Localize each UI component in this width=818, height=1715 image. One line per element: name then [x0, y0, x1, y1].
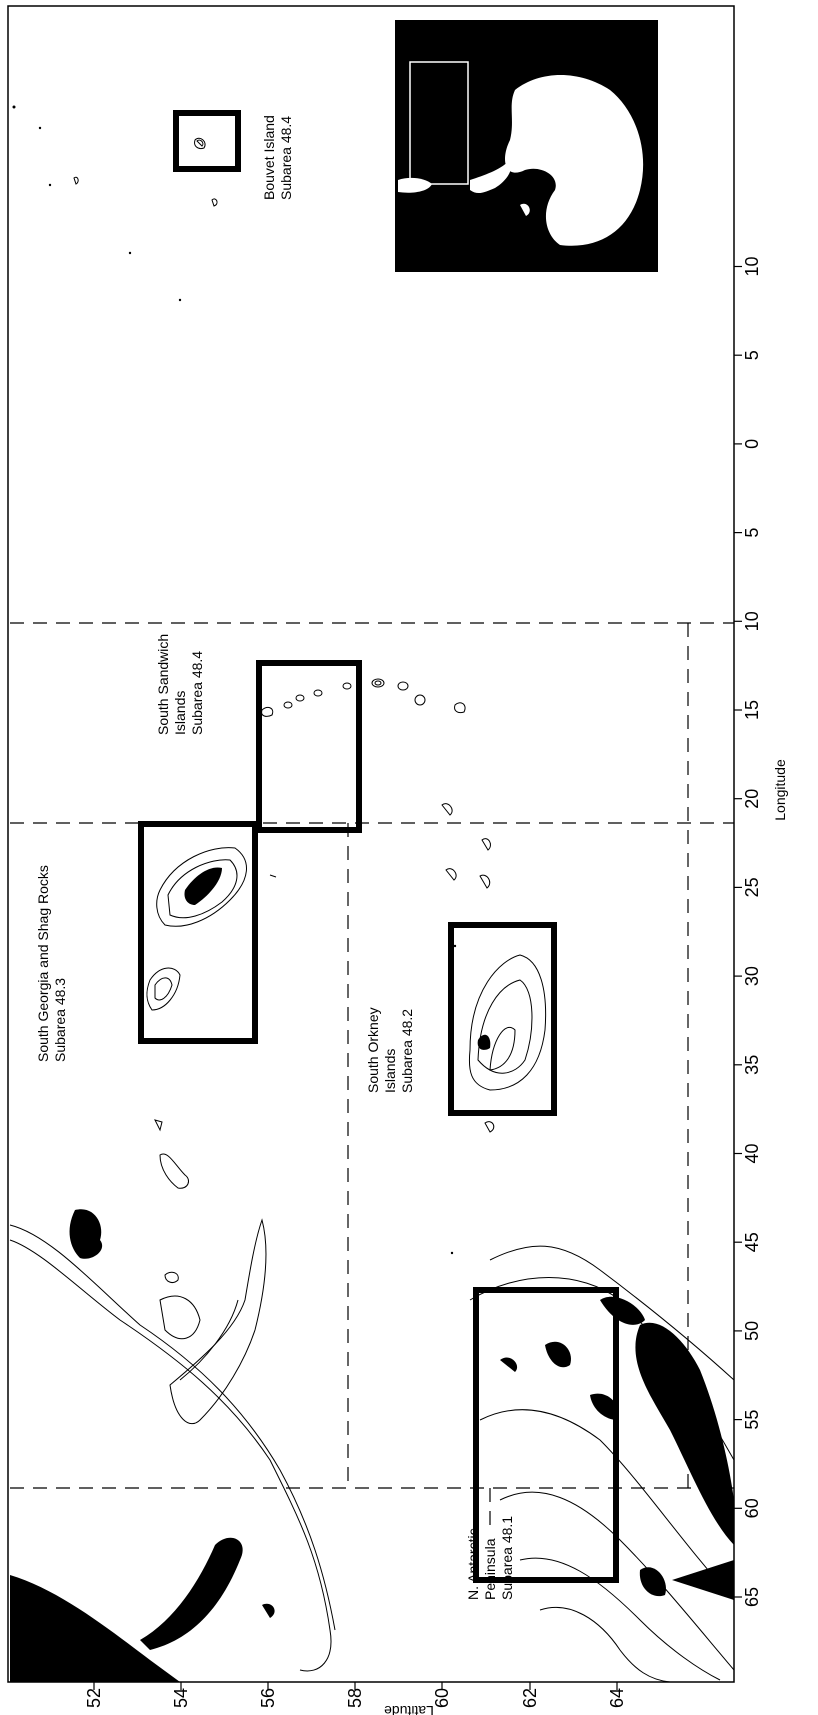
- longitude-tick-label: 55: [742, 1410, 762, 1430]
- region-label-line: Peninsula: [482, 1538, 498, 1600]
- x-axis-title: Longitude: [772, 759, 788, 821]
- svg-text:South Orkney Islands: South Orkney Islands Subarea 48.2: [365, 1004, 415, 1094]
- longitude-tick-label: 15: [742, 700, 762, 720]
- south-georgia-land: [184, 867, 222, 905]
- region-label-line: Subarea 48.4: [278, 116, 294, 200]
- latitude-tick-label: 54: [171, 1688, 191, 1708]
- longitude-tick-label: 10: [742, 256, 762, 276]
- region-label-line: Islands: [382, 1049, 398, 1093]
- region-label-line: South Sandwich: [155, 634, 171, 735]
- tiny-islands: [12, 105, 457, 1255]
- region-label-line: Islands: [172, 691, 188, 735]
- longitude-tick-label: 0: [742, 439, 762, 449]
- region-label-line: Subarea 48.2: [399, 1009, 415, 1093]
- region-label-line: Subarea 48.3: [52, 978, 68, 1062]
- south-sandwich-islands: [261, 678, 466, 717]
- box-bouvet: [173, 110, 241, 172]
- longitude-tick-label: 35: [742, 1055, 762, 1075]
- longitude-tick-label: 65: [742, 1587, 762, 1607]
- svg-text:South Sandwich Islands: South Sandwich Islands Subarea 48.4: [155, 630, 205, 735]
- region-label-line: Subarea 48.1: [499, 1516, 515, 1600]
- latitude-tick-label: 58: [345, 1688, 365, 1708]
- latitude-tick-label: 62: [520, 1688, 540, 1708]
- longitude-tick-label: 40: [742, 1143, 762, 1163]
- longitude-tick-label: 20: [742, 789, 762, 809]
- longitude-tick-label: 45: [742, 1232, 762, 1252]
- south-orkney-land: [477, 1034, 491, 1050]
- box-south-georgia: [138, 821, 258, 1044]
- plot-frame: [7, 5, 735, 1683]
- inset-locator-map: [395, 20, 658, 272]
- south-georgia-contours: [146, 847, 277, 1011]
- latitude-tick-label: 60: [432, 1688, 452, 1708]
- svg-text:N. Antarctic Peninsula: N. Antarctic Peninsula Subarea 48.1: [465, 1516, 515, 1600]
- longitude-tick-label: 50: [742, 1321, 762, 1341]
- bathymetry-contours: [9, 1218, 735, 1683]
- region-label-line: South Orkney: [365, 1007, 381, 1093]
- box-south-orkney: [448, 922, 557, 1116]
- region-label-line: Bouvet Island: [261, 115, 277, 200]
- box-antarctic-peninsula: [473, 1287, 619, 1583]
- south-orkney-contours: [468, 954, 547, 1091]
- svg-text:South Georgia and Shag Rocks: South Georgia and Shag Rocks Subarea 48.…: [35, 861, 68, 1062]
- region-label-line: South Georgia and Shag Rocks: [35, 865, 51, 1062]
- latitude-tick-label: 52: [84, 1688, 104, 1708]
- box-south-sandwich: [256, 660, 362, 833]
- land-masses: [10, 1209, 734, 1682]
- longitude-tick-label: 10: [742, 611, 762, 631]
- longitude-tick-label: 30: [742, 966, 762, 986]
- region-labels: N. Antarctic Peninsula Subarea 48.1 Sout…: [35, 111, 515, 1600]
- longitude-tick-label: 60: [742, 1498, 762, 1518]
- svg-text:Bouvet Island Subarea 48: Bouvet Island Subarea 48.4: [261, 111, 294, 200]
- latitude-tick-label: 56: [258, 1688, 278, 1708]
- longitude-tick-label: 5: [742, 350, 762, 360]
- latitude-ticks: 52 54 56 58 60 62 64: [84, 1682, 627, 1708]
- region-label-line: N. Antarctic: [465, 1528, 481, 1600]
- longitude-tick-label: 25: [742, 877, 762, 897]
- region-boxes: [138, 110, 619, 1583]
- longitude-tick-label: 5: [742, 528, 762, 538]
- latitude-tick-label: 64: [607, 1688, 627, 1708]
- y-axis-title: Latitude: [384, 1703, 434, 1715]
- region-label-line: Subarea 48.4: [189, 651, 205, 735]
- scattered-islands: [73, 137, 495, 1189]
